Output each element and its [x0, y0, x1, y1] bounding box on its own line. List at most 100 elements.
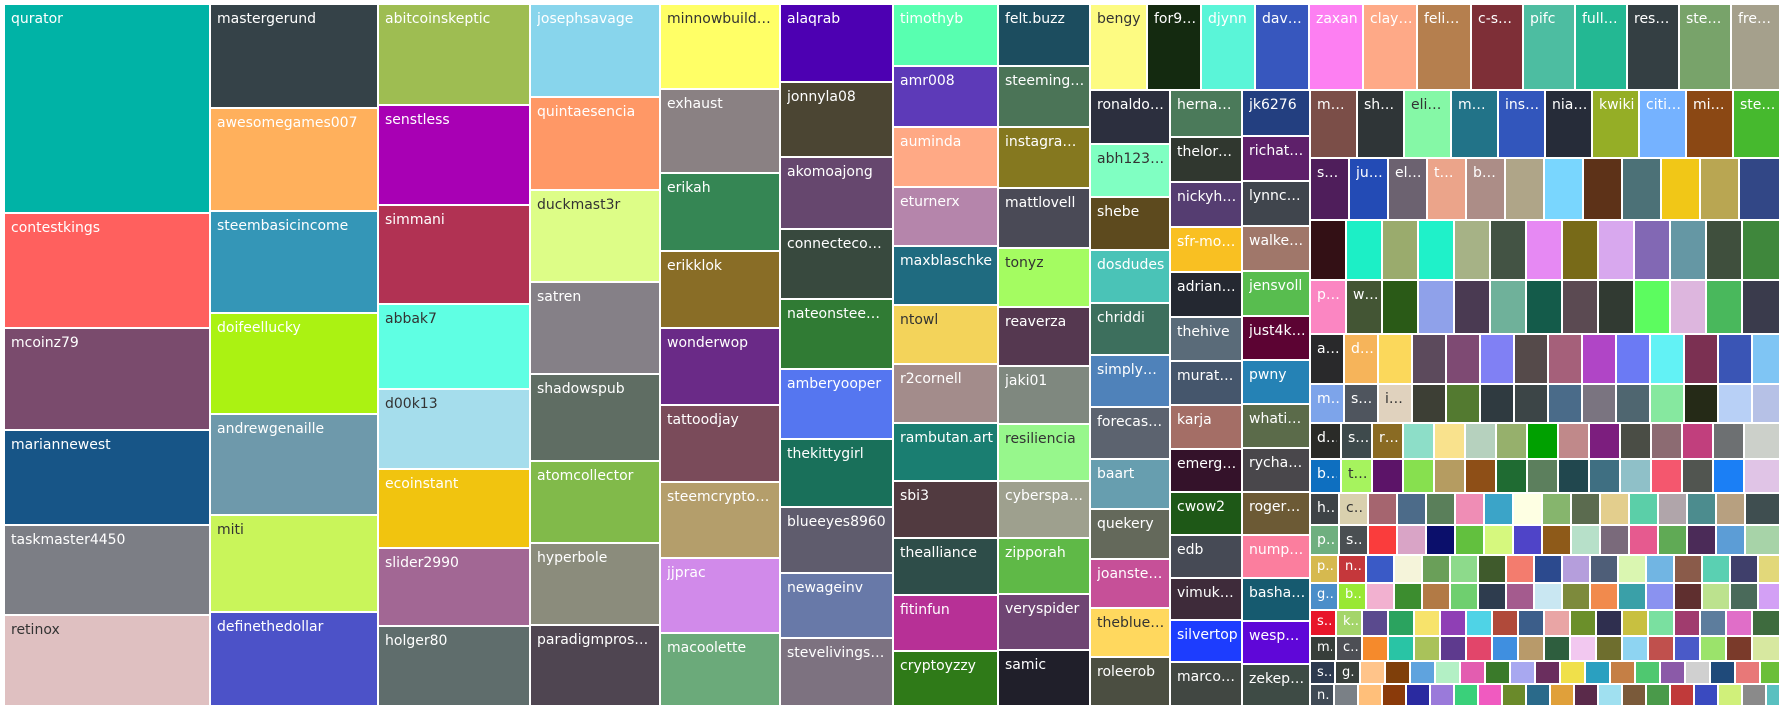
- treemap-cell: [1660, 661, 1685, 684]
- treemap-cell-label: r2cornell: [900, 371, 962, 387]
- treemap-cell-label: dosdudes: [1097, 257, 1165, 273]
- treemap-cell: [1558, 423, 1589, 459]
- treemap-cell: [1412, 334, 1446, 384]
- treemap-cell: [1651, 423, 1682, 459]
- treemap-cell-label: contestkings: [11, 220, 101, 236]
- treemap-cell-label: basil: [1317, 466, 1337, 482]
- treemap-cell: [1506, 555, 1534, 583]
- treemap-cell: [1334, 684, 1358, 706]
- treemap-cell: newageinv: [780, 573, 893, 638]
- treemap-cell: [1582, 334, 1616, 384]
- treemap-cell: [1435, 661, 1460, 684]
- treemap-cell-label: joansteem: [1097, 566, 1166, 582]
- treemap-cell: tuckerjtruman: [1427, 158, 1466, 220]
- treemap-cell: shadowspub: [530, 374, 660, 461]
- treemap-cell-label: steemcryptosicko: [667, 489, 776, 505]
- treemap-cell: davemccoy: [1255, 4, 1309, 90]
- treemap-cell: [1550, 684, 1574, 706]
- treemap-cell: [1590, 583, 1618, 610]
- treemap-cell-label: mcoinz79: [11, 335, 79, 351]
- treemap-cell-label: mariannewest: [11, 437, 111, 453]
- treemap-cell: jk6276: [1242, 90, 1310, 136]
- treemap-cell: steemcommunity: [1344, 384, 1378, 423]
- treemap-cell-label: lynncoyle1: [1249, 188, 1306, 204]
- treemap-cell-label: felt.buzz: [1005, 11, 1065, 27]
- treemap-cell: [1505, 158, 1544, 220]
- treemap-cell: [1726, 636, 1752, 661]
- treemap-cell-label: mastergerund: [217, 11, 317, 27]
- treemap-cell-label: barbz: [1473, 165, 1501, 181]
- treemap-cell-label: thehive: [1177, 324, 1230, 340]
- treemap-cell-label: fullcoverbetting: [1582, 11, 1623, 27]
- treemap-cell-label: thekittygirl: [787, 446, 864, 462]
- treemap-cell: [1492, 610, 1518, 636]
- treemap-cell: [1410, 661, 1435, 684]
- treemap-cell: [1600, 493, 1629, 525]
- treemap-cell: [1684, 384, 1718, 423]
- treemap-cell-label: newageinv: [787, 580, 864, 596]
- treemap-cell: [1544, 158, 1583, 220]
- treemap-cell-label: bashadow: [1249, 585, 1306, 601]
- treemap-cell-label: derinnipple: [1351, 341, 1374, 357]
- treemap-cell-label: suesa: [1346, 532, 1364, 548]
- treemap-cell: [1514, 384, 1548, 423]
- treemap-cell: erikklok: [660, 251, 780, 328]
- treemap-cell: erikah: [660, 173, 780, 251]
- treemap-cell-label: josephsavage: [537, 11, 634, 27]
- treemap-cell: abh12345: [1090, 144, 1170, 197]
- treemap-cell: [1542, 493, 1571, 525]
- treemap-cell: contestkings: [4, 213, 210, 328]
- treemap-cell: awesomegames007: [210, 108, 378, 211]
- treemap-cell: [1700, 636, 1726, 661]
- treemap-cell: karja: [1170, 405, 1242, 449]
- treemap-cell: [1542, 525, 1571, 555]
- treemap-cell: [1718, 684, 1742, 706]
- treemap-cell: paradigmprospect: [530, 625, 660, 706]
- treemap-cell-label: fitinfun: [900, 602, 950, 618]
- treemap-cell: simmani: [378, 205, 530, 304]
- treemap-cell: adriansky: [1170, 272, 1242, 317]
- treemap-cell: [1616, 384, 1650, 423]
- treemap-cell: [1596, 636, 1622, 661]
- treemap-cell-label: manchesterUnited: [1317, 391, 1340, 407]
- treemap-cell: samic: [998, 650, 1090, 706]
- treemap-cell: [1450, 555, 1478, 583]
- treemap-cell-label: qurator: [11, 11, 63, 27]
- treemap-cell: cyberspacegod: [998, 481, 1090, 538]
- treemap-cell: senstless: [378, 105, 530, 205]
- treemap-cell-label: definethedollar: [217, 619, 324, 635]
- treemap-cell: bengy: [1090, 4, 1147, 90]
- treemap-cell: manchesterUnited: [1310, 384, 1344, 423]
- treemap-cell: hyperbole: [530, 543, 660, 625]
- treemap-cell: [1718, 334, 1752, 384]
- treemap-cell: [1466, 610, 1492, 636]
- treemap-cell-label: slider2990: [385, 555, 459, 571]
- treemap-cell-label: muratkbesiroglu: [1177, 368, 1238, 384]
- treemap-cell: [1360, 661, 1385, 684]
- treemap-cell: suesa: [1339, 525, 1368, 555]
- treemap-cell: [1622, 684, 1646, 706]
- treemap-cell-label: shadowspub: [537, 381, 625, 397]
- treemap-cell: quekery: [1090, 509, 1170, 559]
- treemap-cell: [1726, 610, 1752, 636]
- treemap-cell: [1414, 636, 1440, 661]
- treemap-cell: [1622, 636, 1648, 661]
- treemap-cell: [1618, 555, 1646, 583]
- treemap-cell: sarahewaring: [1310, 158, 1349, 220]
- treemap-cell-label: silvertop: [1177, 627, 1238, 643]
- treemap-cell: [1454, 684, 1478, 706]
- treemap-cell: pwny: [1242, 360, 1310, 404]
- treemap-cell: [1670, 280, 1706, 334]
- treemap-cell-label: sfr-money: [1177, 234, 1238, 250]
- treemap-cell: [1730, 555, 1758, 583]
- treemap-cell: noonelikelee: [1338, 555, 1366, 583]
- treemap-cell-label: djynn: [1208, 11, 1247, 27]
- treemap-cell: derinnipple: [1344, 334, 1378, 384]
- treemap-cell: [1535, 661, 1560, 684]
- treemap-cell-label: felipejoys: [1424, 11, 1467, 27]
- treemap-cell: [1484, 493, 1513, 525]
- treemap-cell: [1506, 583, 1534, 610]
- treemap-cell-label: chriddi: [1097, 310, 1145, 326]
- treemap-cell: niallon11: [1545, 90, 1592, 158]
- treemap-cell-label: smjn: [1317, 614, 1332, 629]
